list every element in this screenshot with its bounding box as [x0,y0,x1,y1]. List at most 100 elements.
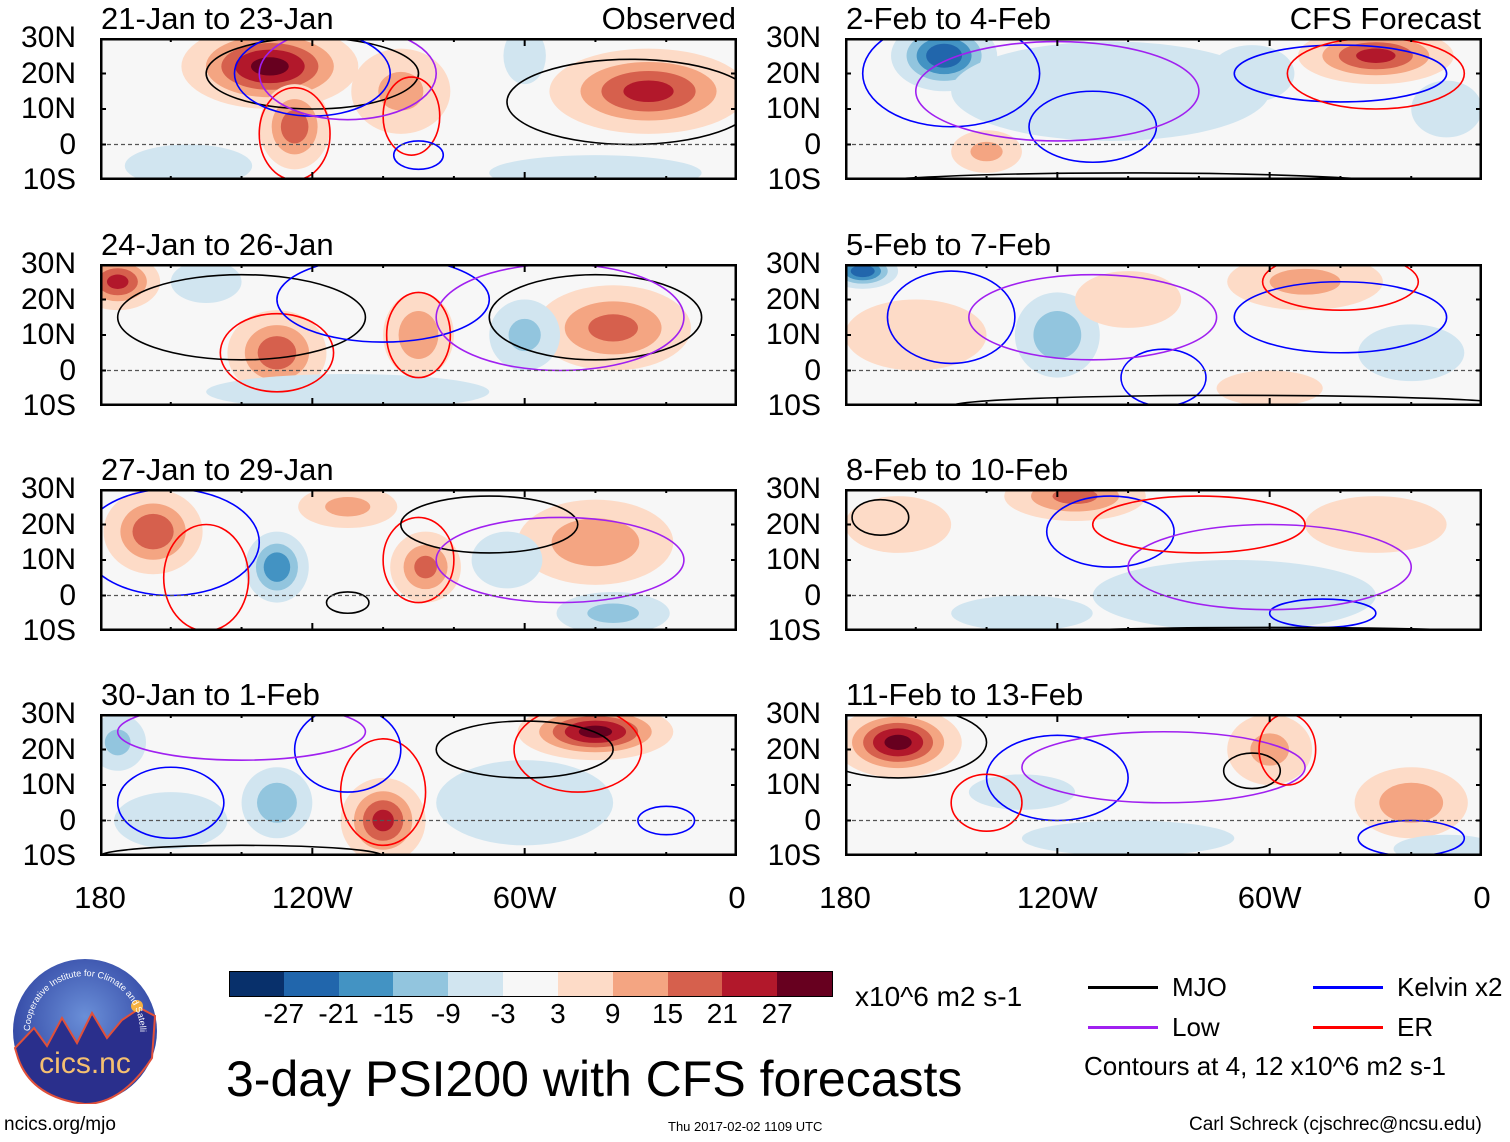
x-tick-label: 0 [1473,880,1491,915]
kelvin-contour [276,264,491,343]
anomaly-shading [508,318,541,352]
colorbar-label: -15 [373,998,414,1029]
mjo-contour [488,273,703,361]
y-tick-label: 10N [20,92,76,125]
anomaly-shading [132,513,174,550]
anomaly-shading [1269,268,1341,295]
anomaly-shading [845,496,952,553]
anomaly-shading [124,144,253,180]
y-tick-label: 20N [765,282,821,316]
anomaly-shading [951,41,1270,141]
map-panel [845,264,1482,406]
anomaly-shading [970,141,1003,162]
y-tick-label: 10S [22,163,76,196]
anomaly-shading [436,760,614,846]
y-tick-label: 10S [22,839,76,872]
er-contour [1286,38,1466,110]
legend-line [1088,986,1158,989]
anomaly-shading [1092,560,1376,631]
kelvin-contour [1233,44,1448,103]
x-tick-label: 180 [819,880,871,915]
mjo-contour [116,273,367,361]
anomaly-shading [1356,48,1396,63]
anomaly-shading [951,595,1093,631]
y-tick-label: 0 [804,578,821,612]
anomaly-shading [206,374,490,406]
colorbar-cell [557,971,614,997]
panel-title: 5-Feb to 7-Feb [846,227,1052,262]
panel-title: 11-Feb to 13-Feb [846,677,1084,712]
svg-text:cics.nc: cics.nc [39,1047,131,1080]
y-tick-label: 10S [767,389,821,422]
x-tick-label: 120W [271,880,353,915]
panel-title: 27-Jan to 29-Jan [101,452,334,487]
mjo-contour [205,38,420,110]
y-tick-label: 0 [804,353,821,387]
y-tick-label: 20N [20,507,76,541]
anomaly-shading [1209,45,1295,102]
kelvin-contour [637,805,696,836]
er-contour [1091,495,1306,554]
legend-label: MJO [1172,972,1227,1002]
y-tick-label: 20N [20,732,76,766]
er-contour [1261,264,1420,311]
y-tick-label: 10N [765,543,821,576]
anomaly-shading [1250,733,1290,766]
kelvin-contour [1045,495,1175,568]
y-tick-label: 20N [765,56,821,90]
anomaly-shading [106,274,129,289]
x-tick-label: 60W [492,880,557,915]
anomaly-shading [1216,370,1323,406]
mjo-contour [851,498,910,536]
anomaly-shading [850,265,875,278]
y-tick-label: 20N [765,732,821,766]
timestamp: Thu 2017-02-02 1109 UTC [668,1119,823,1134]
low-contour [1021,730,1306,804]
y-tick-label: 0 [804,127,821,161]
colorbar-label: -27 [263,998,305,1029]
low-contour [435,264,685,372]
legend-line [1313,1026,1383,1029]
low-contour [116,714,367,761]
er-contour [385,291,452,379]
kelvin-contour [1357,819,1466,856]
y-tick-label: 0 [804,803,821,837]
y-tick-label: 20N [20,282,76,316]
y-tick-label: 10N [765,92,821,125]
panel-title: 2-Feb to 4-Feb [846,1,1052,36]
x-tick-label: 180 [74,880,126,915]
legend-label: ER [1397,1012,1434,1042]
anomaly-shading [1075,271,1182,328]
map-panel [845,38,1482,180]
kelvin-contour [293,714,402,793]
source-url[interactable]: ncics.org/mjo [4,1114,116,1135]
y-tick-label: 10N [20,543,76,576]
colorbar-label: 9 [604,998,621,1029]
colorbar-cell [503,971,559,997]
y-tick-label: 30N [20,697,76,730]
anomaly-shading [1411,80,1482,138]
mjo-contour [506,58,737,146]
anomaly-shading [471,531,543,589]
anomaly-shading [170,264,242,304]
colorbar-cell [667,971,724,997]
cics-logo: Cooperative Institute for Climate and Sa… [9,950,158,1109]
y-tick-label: 30N [765,472,821,505]
anomaly-shading [503,38,546,85]
mjo-contour [845,714,988,779]
map-panel [845,489,1482,631]
mjo-contour [950,394,1482,406]
colorbar-cell [722,971,779,997]
anomaly-shading [588,314,638,342]
panel-title: 30-Jan to 1-Feb [101,677,320,712]
y-tick-label: 10N [20,318,76,351]
anomaly-shading [250,57,289,76]
er-contour [258,86,331,180]
er-contour [219,312,335,393]
y-tick-label: 10S [767,163,821,196]
y-tick-label: 30N [20,247,76,280]
kelvin-contour [1233,280,1448,354]
anomaly-shading [325,497,371,517]
anomaly-shading [884,734,912,750]
y-tick-label: 10N [765,768,821,801]
